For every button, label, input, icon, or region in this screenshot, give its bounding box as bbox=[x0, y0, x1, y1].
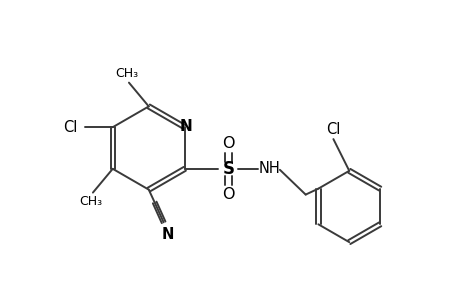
Text: Cl: Cl bbox=[62, 120, 77, 135]
Text: N: N bbox=[161, 227, 174, 242]
Text: NH: NH bbox=[257, 161, 279, 176]
Text: O: O bbox=[222, 136, 234, 151]
Text: Cl: Cl bbox=[325, 122, 340, 137]
Text: O: O bbox=[222, 187, 234, 202]
Text: N: N bbox=[179, 119, 192, 134]
Text: S: S bbox=[222, 160, 234, 178]
Text: CH₃: CH₃ bbox=[79, 195, 102, 208]
Text: CH₃: CH₃ bbox=[115, 67, 138, 80]
